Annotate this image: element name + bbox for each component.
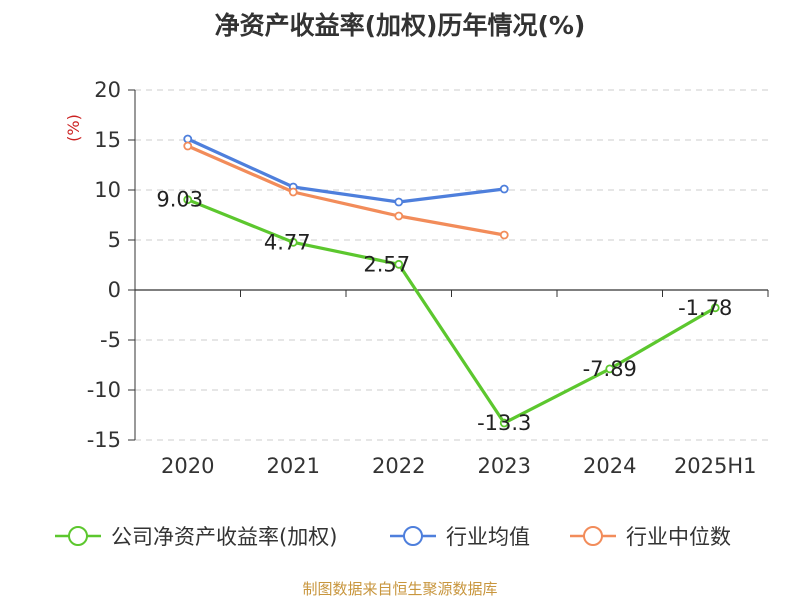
- chart-title: 净资产收益率(加权)历年情况(%): [214, 11, 586, 40]
- data-point: [605, 364, 615, 374]
- legend-item[interactable]: 公司净资产收益率(加权): [55, 525, 337, 549]
- data-point: [710, 303, 720, 313]
- y-tick-label: 15: [94, 128, 121, 152]
- series-layer: [183, 134, 720, 428]
- data-label: -7.89: [583, 357, 637, 381]
- series-line: [187, 144, 505, 237]
- data-point: [499, 230, 509, 240]
- data-point: [394, 211, 404, 221]
- x-tick-label: 2024: [583, 454, 636, 478]
- y-axis-label: (%): [64, 114, 83, 142]
- data-label: 4.77: [264, 230, 311, 254]
- series-line: [187, 198, 717, 425]
- data-point: [183, 134, 193, 144]
- x-tick-label: 2020: [161, 454, 214, 478]
- legend-marker-icon: [403, 526, 423, 546]
- axis-layer: 20 15 10 5 0 -5 -10 -15 2020 2021 2022 2023 2024 2025…: [64, 78, 769, 478]
- data-label: 2.57: [363, 252, 410, 276]
- legend-label: 行业均值: [446, 525, 530, 549]
- legend-marker-icon: [68, 526, 88, 546]
- y-tick-label: 10: [94, 178, 121, 202]
- source-note: 制图数据来自恒生聚源数据库: [302, 580, 498, 598]
- data-point: [183, 195, 193, 205]
- x-tick-label: 2021: [267, 454, 320, 478]
- legend[interactable]: 公司净资产收益率(加权) 行业均值 行业中位数: [55, 525, 731, 549]
- y-tick-label: -15: [87, 428, 121, 452]
- data-label: 9.03: [156, 188, 203, 212]
- data-point: [499, 418, 509, 428]
- legend-item[interactable]: 行业中位数: [570, 525, 731, 549]
- y-tick-label: -5: [100, 328, 121, 352]
- legend-marker-icon: [583, 526, 603, 546]
- data-label: -1.78: [678, 296, 732, 320]
- x-tick-label: 2025H1: [674, 454, 757, 478]
- legend-item[interactable]: 行业均值: [390, 525, 530, 549]
- data-point: [288, 187, 298, 197]
- x-tick-label: 2023: [478, 454, 531, 478]
- x-tick-label: 2022: [372, 454, 425, 478]
- series-line: [187, 137, 505, 204]
- y-tick-label: -10: [87, 378, 121, 402]
- data-point: [394, 259, 404, 269]
- y-tick-label: 20: [94, 78, 121, 102]
- y-tick-label: 5: [108, 228, 121, 252]
- y-tick-label: 0: [108, 278, 121, 302]
- data-point: [394, 197, 404, 207]
- data-point: [288, 237, 298, 247]
- label-layer: 9.03 4.77 2.57 -13.3 -7.89 -1.78: [156, 188, 732, 435]
- data-point: [183, 141, 193, 151]
- legend-label: 行业中位数: [626, 525, 731, 549]
- grid-layer: [135, 89, 768, 441]
- legend-label: 公司净资产收益率(加权): [111, 525, 337, 549]
- data-label: -13.3: [477, 411, 531, 435]
- data-point: [499, 184, 509, 194]
